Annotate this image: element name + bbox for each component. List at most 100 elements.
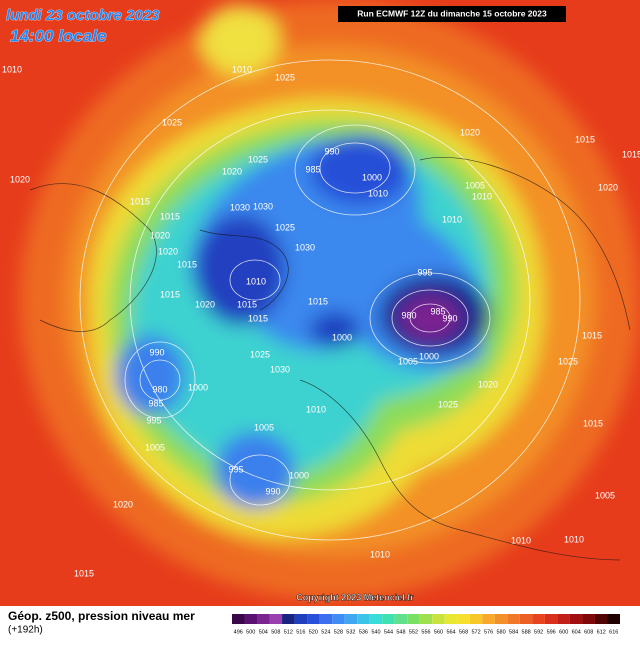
isobar-label: 1005 xyxy=(465,180,485,190)
isobar-label: 1005 xyxy=(145,442,165,452)
run-info: Run ECMWF 12Z du dimanche 15 octobre 202… xyxy=(357,8,547,18)
scale-label: 512 xyxy=(284,629,293,635)
scale-swatch xyxy=(544,614,558,624)
scale-swatch xyxy=(369,614,383,624)
isobar-label: 1000 xyxy=(289,470,309,480)
scale-swatch xyxy=(332,614,345,624)
run-box xyxy=(338,6,566,22)
isobar-label: 990 xyxy=(149,347,164,357)
isobar-label: 1025 xyxy=(558,356,578,366)
scale-swatch xyxy=(269,614,283,624)
isobar-label: 1010 xyxy=(564,534,584,544)
isobar-label: 1005 xyxy=(398,356,418,366)
scale-swatch xyxy=(457,614,470,624)
scale-swatch xyxy=(394,614,408,624)
isobar-label: 1025 xyxy=(250,349,270,359)
scale-label: 552 xyxy=(409,629,418,635)
isobar-label: 1010 xyxy=(306,404,326,414)
isobar-label: 1010 xyxy=(2,64,22,74)
scale-swatch xyxy=(469,614,483,624)
footer-title: Géop. z500, pression niveau mer xyxy=(8,609,195,623)
scale-swatch xyxy=(582,614,595,624)
scale-label: 528 xyxy=(334,629,343,635)
isobar-label: 1015 xyxy=(308,296,328,306)
scale-swatch xyxy=(419,614,433,624)
scale-label: 524 xyxy=(321,629,330,635)
scale-label: 536 xyxy=(359,629,368,635)
isobar-label: 1000 xyxy=(419,351,439,361)
isobar-label: 995 xyxy=(228,464,243,474)
title: lundi 23 octobre 2023 xyxy=(6,7,160,24)
isobar-label: 1020 xyxy=(10,174,30,184)
isobar-label: 1000 xyxy=(188,382,208,392)
scale-label: 540 xyxy=(371,629,380,635)
scale-label: 532 xyxy=(346,629,355,635)
isobar-label: 1010 xyxy=(246,276,266,286)
isobar-label: 1015 xyxy=(575,134,595,144)
isobar-label: 1015 xyxy=(237,299,257,309)
isobar-label: 1020 xyxy=(478,379,498,389)
scale-label: 608 xyxy=(584,629,593,635)
isobar-label: 1025 xyxy=(275,222,295,232)
isobar-label: 1015 xyxy=(74,568,94,578)
scale-swatch xyxy=(344,614,358,624)
isobar-label: 985 xyxy=(305,164,320,174)
scale-swatch xyxy=(282,614,295,624)
isobar-label: 1005 xyxy=(254,422,274,432)
scale-swatch xyxy=(407,614,420,624)
scale-label: 572 xyxy=(471,629,480,635)
scale-swatch xyxy=(232,614,245,624)
scale-swatch xyxy=(507,614,520,624)
scale-label: 600 xyxy=(559,629,568,635)
scale-label: 564 xyxy=(446,629,455,635)
isobar-label: 995 xyxy=(417,267,432,277)
scale-label: 544 xyxy=(384,629,393,635)
isobar-label: 1010 xyxy=(370,549,390,559)
scale-label: 504 xyxy=(259,629,268,635)
isobar-label: 1015 xyxy=(583,418,603,428)
scale-swatch xyxy=(482,614,495,624)
scale-label: 520 xyxy=(309,629,318,635)
isobar-label: 990 xyxy=(442,313,457,323)
isobar-label: 1020 xyxy=(222,166,242,176)
scale-swatch xyxy=(244,614,258,624)
isobar-label: 1010 xyxy=(472,191,492,201)
isobar-label: 1030 xyxy=(295,242,315,252)
color-scale: 496 500 504 508 512 516 520 524 528 532 536 540 544 5… xyxy=(232,614,620,635)
scale-label: 616 xyxy=(609,629,618,635)
scale-swatch xyxy=(382,614,395,624)
isobar-label: 1015 xyxy=(160,289,180,299)
scale-label: 588 xyxy=(522,629,531,635)
isobar-label: 980 xyxy=(152,384,167,394)
isobar-label: 980 xyxy=(401,310,416,320)
scale-swatch xyxy=(257,614,270,624)
scale-label: 592 xyxy=(534,629,543,635)
scale-swatch xyxy=(432,614,445,624)
scale-label: 568 xyxy=(459,629,468,635)
isobar-label: 1020 xyxy=(113,499,133,509)
isobar-label: 985 xyxy=(430,306,445,316)
scale-label: 612 xyxy=(597,629,606,635)
scale-swatch xyxy=(494,614,508,624)
isobar-label: 1015 xyxy=(160,211,180,221)
isobar-label: 1030 xyxy=(230,202,250,212)
isobar-label: 1010 xyxy=(368,188,388,198)
scale-label: 576 xyxy=(484,629,493,635)
scale-label: 604 xyxy=(572,629,581,635)
isobar-label: 985 xyxy=(148,398,163,408)
isobar-label: 990 xyxy=(265,486,280,496)
isobar-label: 1010 xyxy=(232,64,252,74)
isobar-label: 1000 xyxy=(332,332,352,342)
isobar-label: 1015 xyxy=(177,259,197,269)
scale-swatch xyxy=(294,614,308,624)
scale-label: 580 xyxy=(497,629,506,635)
scale-swatch xyxy=(557,614,570,624)
footer-lead: (+192h) xyxy=(8,625,43,636)
isobar-label: 1015 xyxy=(582,330,602,340)
isobar-label: 1020 xyxy=(150,230,170,240)
scale-label: 496 xyxy=(234,629,243,635)
scale-swatch xyxy=(319,614,333,624)
isobar-label: 995 xyxy=(146,415,161,425)
scale-swatch xyxy=(307,614,320,624)
isobar-label: 1020 xyxy=(195,299,215,309)
